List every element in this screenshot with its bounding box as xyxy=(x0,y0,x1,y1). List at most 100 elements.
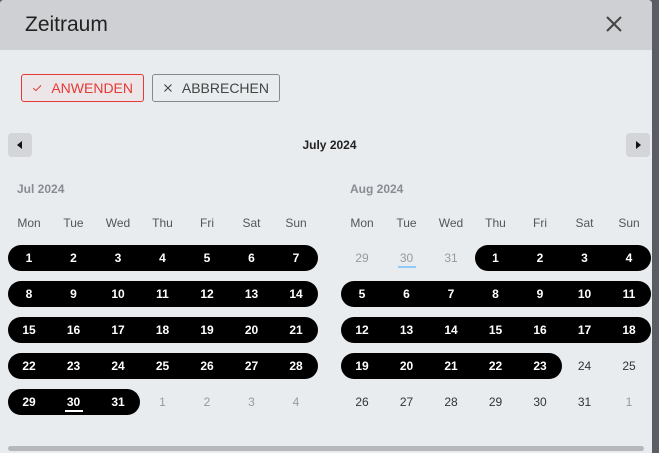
weekday-header: Fri xyxy=(200,216,214,230)
calendar-day[interactable]: 14 xyxy=(444,323,458,337)
caret-right-icon xyxy=(636,141,641,149)
calendar-day[interactable]: 23 xyxy=(533,359,547,373)
apply-label: ANWENDEN xyxy=(51,80,133,96)
calendar-day[interactable]: 10 xyxy=(577,287,592,301)
calendar-day[interactable]: 7 xyxy=(292,251,300,265)
weekday-header: Sun xyxy=(285,216,307,230)
calendar-day[interactable]: 20 xyxy=(399,359,414,373)
calendar-day[interactable]: 19 xyxy=(355,359,369,373)
calendar-day[interactable]: 6 xyxy=(248,251,255,265)
weekday-header: Thu xyxy=(485,216,506,230)
month-label: Aug 2024 xyxy=(350,182,404,196)
calendar-day[interactable]: 21 xyxy=(289,323,303,337)
calendar-day[interactable]: 21 xyxy=(444,359,458,373)
calendar-day[interactable]: 27 xyxy=(244,359,259,373)
selection-range xyxy=(341,353,562,379)
calendar-day[interactable]: 24 xyxy=(111,359,125,373)
selection-range xyxy=(8,353,318,379)
calendar-day[interactable]: 14 xyxy=(289,287,303,301)
calendar-day[interactable]: 11 xyxy=(156,287,169,301)
calendar-day[interactable]: 2 xyxy=(203,395,211,409)
weekday-header: Tue xyxy=(396,216,417,230)
calendar-day[interactable]: 9 xyxy=(70,287,77,301)
calendar-day[interactable]: 16 xyxy=(66,323,81,337)
selection-range xyxy=(8,245,318,271)
calendar-day[interactable]: 1 xyxy=(625,395,633,409)
calendar-day[interactable]: 20 xyxy=(244,323,259,337)
calendar-day[interactable]: 7 xyxy=(447,287,455,301)
calendar-day[interactable]: 18 xyxy=(622,323,636,337)
calendar-day[interactable]: 22 xyxy=(488,359,503,373)
cancel-button[interactable]: ABBRECHEN xyxy=(152,74,280,102)
calendar-day[interactable]: 28 xyxy=(444,395,458,409)
caret-left-icon xyxy=(17,141,22,149)
calendar-day[interactable]: 2 xyxy=(70,251,77,265)
calendar-day[interactable]: 31 xyxy=(444,251,458,265)
calendar-day[interactable]: 19 xyxy=(200,323,214,337)
calendar-day[interactable]: 29 xyxy=(355,251,369,265)
calendar-day[interactable]: 15 xyxy=(488,323,503,337)
next-month-button[interactable] xyxy=(626,133,650,157)
calendar-day[interactable]: 31 xyxy=(111,395,125,409)
calendar-day[interactable]: 26 xyxy=(200,359,214,373)
calendar-day[interactable]: 27 xyxy=(399,395,414,409)
calendar-day[interactable]: 11 xyxy=(622,287,636,301)
calendar-day[interactable]: 6 xyxy=(403,287,410,301)
selection-range xyxy=(341,281,651,307)
weekday-header: Sat xyxy=(575,216,594,230)
calendar-day[interactable]: 25 xyxy=(622,359,636,373)
weekday-header: Fri xyxy=(533,216,547,230)
close-icon[interactable] xyxy=(602,12,626,36)
calendar-day[interactable]: 1 xyxy=(492,251,499,265)
prev-month-button[interactable] xyxy=(8,133,32,157)
calendar-day[interactable]: 3 xyxy=(248,395,255,409)
weekday-header: Sun xyxy=(618,216,640,230)
calendar-day[interactable]: 24 xyxy=(577,359,592,373)
calendar-day[interactable]: 29 xyxy=(22,395,36,409)
calendar-day[interactable]: 4 xyxy=(625,251,633,265)
calendar-day[interactable]: 4 xyxy=(159,251,166,265)
calendar-day[interactable]: 2 xyxy=(536,251,544,265)
dialog-header: Zeitraum xyxy=(0,0,652,50)
calendar-day[interactable]: 8 xyxy=(492,287,499,301)
calendar-day[interactable]: 9 xyxy=(536,287,544,301)
calendar-day[interactable]: 25 xyxy=(155,359,170,373)
calendar-day[interactable]: 1 xyxy=(25,251,33,265)
weekday-header: Wed xyxy=(438,216,464,230)
calendar-day[interactable]: 10 xyxy=(111,287,125,301)
calendar-day[interactable]: 30 xyxy=(533,395,547,409)
calendar-day[interactable]: 5 xyxy=(203,251,211,265)
horizontal-scrollbar[interactable] xyxy=(8,446,644,451)
calendar-day[interactable]: 31 xyxy=(577,395,592,409)
calendar-day[interactable]: 1 xyxy=(159,395,166,409)
calendar-day[interactable]: 18 xyxy=(155,323,170,337)
calendar-day[interactable]: 3 xyxy=(114,251,122,265)
close-icon xyxy=(164,84,172,92)
calendar-day[interactable]: 23 xyxy=(66,359,81,373)
weekday-header: Tue xyxy=(63,216,84,230)
dialog-title: Zeitraum xyxy=(25,13,108,36)
calendar-day[interactable]: 5 xyxy=(358,287,366,301)
calendar-day[interactable]: 28 xyxy=(289,359,303,373)
calendar-day[interactable]: 13 xyxy=(244,287,259,301)
calendar-day[interactable]: 12 xyxy=(355,323,369,337)
calendar-day[interactable]: 22 xyxy=(22,359,36,373)
calendar-day[interactable]: 29 xyxy=(488,395,503,409)
calendar-day[interactable]: 16 xyxy=(533,323,547,337)
calendar-day[interactable]: 30 xyxy=(385,245,429,271)
calendar-day[interactable]: 13 xyxy=(399,323,414,337)
calendar-day[interactable]: 4 xyxy=(292,395,300,409)
calendar-day[interactable]: 8 xyxy=(25,287,33,301)
apply-button[interactable]: ANWENDEN xyxy=(21,74,144,102)
calendar-day[interactable]: 30 xyxy=(52,389,96,415)
month-label: Jul 2024 xyxy=(17,182,65,196)
calendar-day[interactable]: 17 xyxy=(577,323,592,337)
calendar-day[interactable]: 3 xyxy=(581,251,588,265)
calendar-day[interactable]: 12 xyxy=(200,287,214,301)
selection-range xyxy=(474,245,651,271)
calendar-day[interactable]: 26 xyxy=(355,395,369,409)
calendar-day[interactable]: 15 xyxy=(22,323,36,337)
calendar-day[interactable]: 17 xyxy=(111,323,125,337)
weekday-header: Sat xyxy=(242,216,261,230)
